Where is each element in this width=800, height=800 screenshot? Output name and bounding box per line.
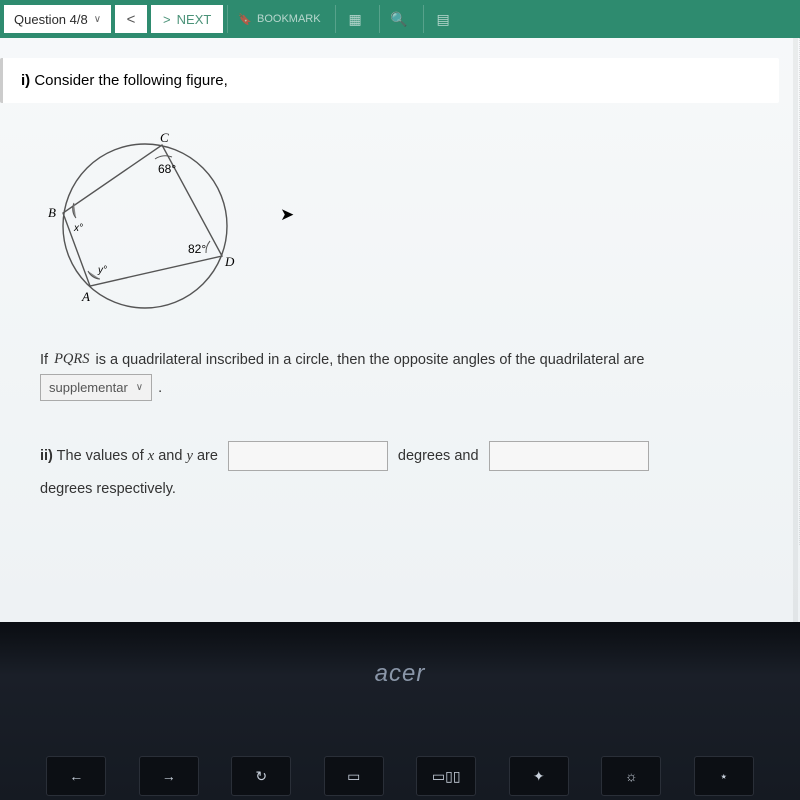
degrees-resp: degrees respectively. [40, 481, 176, 497]
angle-D: 82° [188, 242, 206, 256]
geometry-figure: A B C D 68° 82° x° y° [40, 131, 250, 321]
stmt-quad: PQRS [54, 351, 89, 368]
content-area: i) Consider the following figure, A B C … [0, 38, 800, 545]
scrollbar[interactable] [793, 38, 798, 622]
prev-button[interactable]: < [115, 5, 147, 33]
part-i-header: i) Consider the following figure, [0, 58, 779, 103]
laptop-brand: acer [0, 622, 800, 688]
figure-area: A B C D 68° 82° x° y° ➤ [0, 113, 779, 339]
chevron-right-icon: > [163, 12, 171, 27]
tool-icon-3[interactable]: ▤ [423, 5, 463, 33]
part-i-label: i) [21, 72, 30, 89]
laptop-bezel: acer ← → ↻ ▭ ▭▯▯ ✦ ☼ ⋆ [0, 622, 800, 800]
part-ii-label: ii) [40, 448, 53, 464]
bookmark-label: BOOKMARK [257, 13, 321, 25]
stmt-period: . [158, 380, 162, 396]
label-B: B [48, 205, 56, 220]
and-text: and [158, 448, 182, 464]
degrees-and: degrees and [398, 448, 479, 464]
key-forward: → [139, 756, 199, 796]
label-C: C [160, 131, 169, 145]
next-button[interactable]: > NEXT [151, 5, 223, 33]
bookmark-icon: 🔖 [238, 13, 252, 26]
y-value-input[interactable] [489, 441, 649, 471]
label-D: D [224, 254, 235, 269]
key-refresh: ↻ [231, 756, 291, 796]
quiz-screen: Question 4/8 ∨ < > NEXT 🔖 BOOKMARK ▦ 🔍 ▤… [0, 0, 800, 622]
relation-dropdown[interactable]: supplementar ∨ [40, 374, 152, 401]
toolbar: Question 4/8 ∨ < > NEXT 🔖 BOOKMARK ▦ 🔍 ▤ [0, 0, 800, 38]
chevron-left-icon: < [127, 11, 136, 28]
search-icon[interactable]: 🔍 [379, 5, 419, 33]
key-fullscreen: ▭ [324, 756, 384, 796]
part-i-text: Consider the following figure, [34, 72, 227, 89]
angle-C: 68° [158, 162, 176, 176]
key-extra: ⋆ [694, 756, 754, 796]
next-label: NEXT [177, 12, 212, 27]
bookmark-button[interactable]: 🔖 BOOKMARK [227, 5, 330, 33]
are-text: are [197, 448, 218, 464]
chevron-down-icon: ∨ [94, 14, 101, 25]
key-brightness-down: ✦ [509, 756, 569, 796]
part-ii-text1: The values of [57, 448, 144, 464]
key-brightness-up: ☼ [601, 756, 661, 796]
angle-B: x° [73, 223, 83, 234]
statement-row: If PQRS is a quadrilateral inscribed in … [0, 339, 779, 413]
question-label: Question 4/8 [14, 12, 88, 27]
stmt-prefix: If [40, 352, 48, 368]
dropdown-value: supplementar [49, 380, 128, 395]
var-y: y [186, 448, 192, 464]
key-back: ← [46, 756, 106, 796]
part-ii-row: ii) The values of x and y are degrees an… [0, 413, 779, 525]
question-selector[interactable]: Question 4/8 ∨ [4, 5, 111, 33]
key-overview: ▭▯▯ [416, 756, 476, 796]
tool-icon-1[interactable]: ▦ [335, 5, 375, 33]
angle-A: y° [97, 265, 107, 276]
keyboard: ← → ↻ ▭ ▭▯▯ ✦ ☼ ⋆ [0, 752, 800, 800]
chevron-down-icon: ∨ [136, 382, 143, 393]
x-value-input[interactable] [228, 441, 388, 471]
cursor-icon: ➤ [280, 205, 294, 225]
var-x: x [148, 448, 154, 464]
stmt-middle: is a quadrilateral inscribed in a circle… [96, 352, 645, 368]
label-A: A [81, 289, 90, 304]
